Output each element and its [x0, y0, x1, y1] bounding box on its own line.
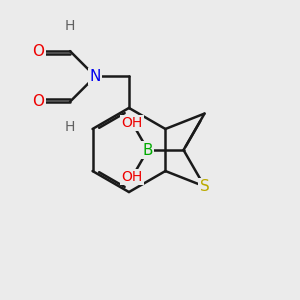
Text: H: H — [65, 120, 75, 134]
Text: OH: OH — [122, 170, 142, 184]
Text: S: S — [200, 179, 209, 194]
Text: B: B — [142, 142, 153, 158]
Text: H: H — [65, 19, 75, 33]
Text: OH: OH — [122, 116, 142, 130]
Text: N: N — [90, 69, 101, 84]
Text: O: O — [32, 94, 44, 109]
Text: O: O — [32, 44, 44, 59]
